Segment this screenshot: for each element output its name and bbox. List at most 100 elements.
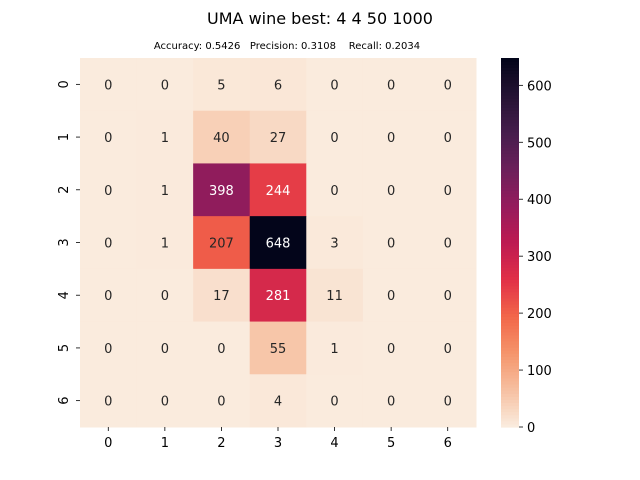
colorbar-tick-label: 400 (527, 193, 552, 208)
colorbar: 0 100 200 300 400 500 600 (501, 58, 552, 436)
heatmap-cell (249, 58, 307, 112)
y-tick-label: 1 (57, 133, 72, 141)
heatmap-cells: 0 0 5 6 0 0 00 1 40 27 0 0 00 1 398 244 0 0 00 1 207 648 3 0 00 0… (80, 58, 477, 428)
cell-value-label: 0 (161, 395, 169, 410)
colorbar-tick-label: 200 (527, 307, 552, 322)
heatmap-cell (419, 321, 477, 375)
x-tick-label: 0 (104, 436, 112, 451)
x-tick-label: 5 (387, 436, 395, 451)
colorbar-segment (501, 304, 519, 308)
heatmap-cell (136, 268, 194, 323)
heatmap-cell (80, 374, 138, 428)
cell-value-label: 0 (330, 395, 338, 410)
cell-value-label: 6 (274, 78, 282, 93)
heatmap-cell (306, 374, 364, 428)
heatmap-cell (193, 216, 251, 270)
colorbar-segment (501, 356, 519, 360)
heatmap-cell (193, 321, 251, 375)
cell-value-label: 40 (213, 131, 230, 146)
colorbar-segment (501, 171, 519, 176)
colorbar-segment (501, 150, 519, 154)
colorbar-segment (501, 113, 519, 118)
colorbar-segment (501, 58, 519, 62)
colorbar-tick-label: 100 (527, 364, 552, 379)
heatmap-cell (136, 321, 194, 375)
colorbar-segment (501, 399, 519, 403)
colorbar-segment (501, 174, 519, 179)
colorbar-segment (501, 297, 519, 302)
cell-value-label: 0 (104, 342, 112, 357)
cell-value-label: 0 (330, 131, 338, 146)
cell-value-label: 3 (330, 237, 338, 252)
heatmap-cell (249, 268, 307, 323)
colorbar-segment (501, 316, 519, 320)
cell-value-label: 207 (209, 237, 234, 252)
colorbar-segment (501, 380, 519, 385)
colorbar-segment (501, 119, 519, 124)
heatmap-cell (193, 163, 251, 217)
heatmap-cell (306, 163, 364, 217)
y-tick-label: 3 (57, 238, 72, 246)
cell-value-label: 1 (161, 131, 169, 146)
colorbar-segment (501, 193, 519, 197)
colorbar-segment (501, 199, 519, 204)
heatmap-cell (306, 58, 364, 112)
colorbar-segment (501, 300, 519, 305)
colorbar-segment (501, 291, 519, 296)
cell-value-label: 0 (330, 78, 338, 93)
colorbar-segment (501, 340, 519, 345)
colorbar-segment (501, 168, 519, 173)
cell-value-label: 5 (217, 78, 225, 93)
cell-value-label: 0 (217, 395, 225, 410)
heatmap-cell (136, 58, 194, 112)
colorbar-segment (501, 165, 519, 170)
cell-value-label: 1 (161, 184, 169, 199)
y-tick-label: 2 (57, 186, 72, 194)
x-axis: 0 1 2 3 4 5 6 (104, 427, 452, 451)
y-tick-label: 6 (57, 397, 72, 405)
colorbar-segment (501, 270, 519, 274)
cell-value-label: 0 (161, 289, 169, 304)
heatmap-cell (249, 216, 307, 270)
colorbar-segment (501, 91, 519, 96)
heatmap-cell (80, 321, 138, 375)
cell-value-label: 0 (444, 342, 452, 357)
heatmap-cell (419, 163, 477, 217)
colorbar-segment (501, 67, 519, 71)
cell-value-label: 0 (387, 342, 395, 357)
heatmap-cell (136, 374, 194, 428)
colorbar-segment (501, 371, 519, 376)
cell-value-label: 281 (266, 289, 291, 304)
heatmap-cell (419, 58, 477, 112)
colorbar-segment (501, 328, 519, 333)
heatmap-cell (362, 58, 420, 112)
cell-value-label: 0 (444, 289, 452, 304)
colorbar-tick-label: 0 (527, 421, 535, 436)
heatmap-cell (249, 321, 307, 375)
colorbar-segment (501, 368, 519, 373)
heatmap-cell (249, 110, 307, 164)
colorbar-segment (501, 208, 519, 213)
colorbar-segment (501, 417, 519, 422)
cell-value-label: 0 (387, 184, 395, 199)
cell-value-label: 0 (330, 184, 338, 199)
chart-title: UMA wine best: 4 4 50 1000 (207, 9, 433, 28)
colorbar-segment (501, 405, 519, 410)
colorbar-segment (501, 242, 519, 247)
cell-value-label: 1 (330, 342, 338, 357)
colorbar-segment (501, 310, 519, 314)
colorbar-segment (501, 383, 519, 388)
cell-value-label: 0 (104, 289, 112, 304)
colorbar-segment (501, 220, 519, 225)
colorbar-segment (501, 331, 519, 336)
heatmap-cell (362, 268, 420, 323)
cell-value-label: 0 (104, 184, 112, 199)
cell-value-label: 17 (213, 289, 230, 304)
colorbar-segment (501, 187, 519, 191)
heatmap-cell (193, 58, 251, 112)
colorbar-segment (501, 282, 519, 287)
cell-value-label: 0 (444, 237, 452, 252)
cell-value-label: 0 (104, 131, 112, 146)
cell-value-label: 0 (444, 184, 452, 199)
colorbar-segment (501, 162, 519, 167)
